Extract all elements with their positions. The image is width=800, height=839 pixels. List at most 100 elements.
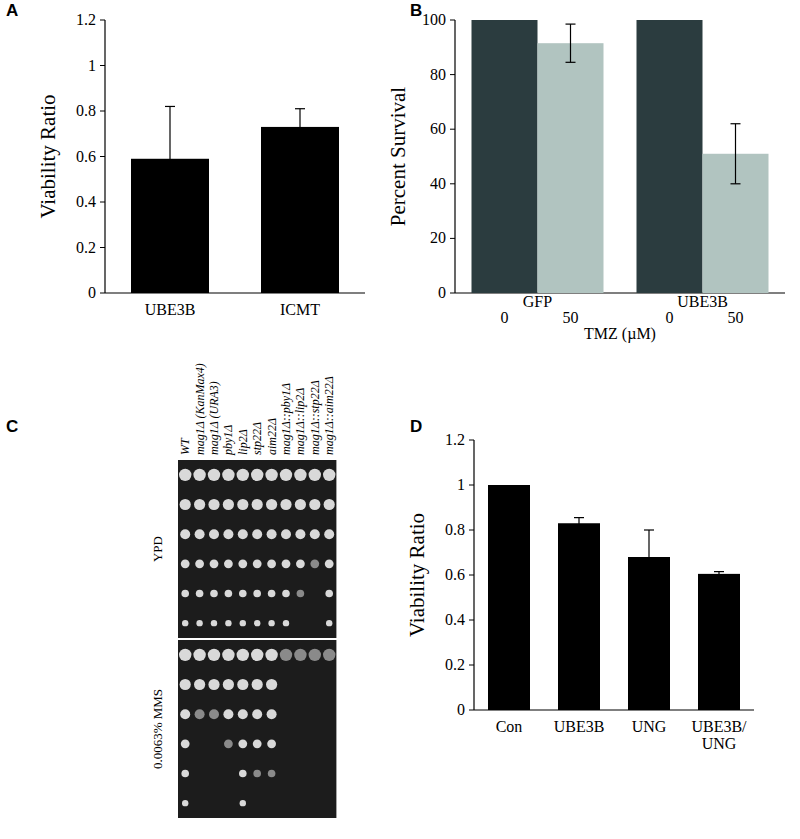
y-tick-label: 40 [430,175,446,192]
bar [261,127,339,293]
spot [211,620,217,626]
x-axis-label: TMZ (µM) [584,325,656,343]
spot [281,529,291,539]
panel-label: D [410,417,422,436]
spot [181,590,189,598]
spot [210,559,219,568]
spot [237,649,249,661]
error-bar [574,518,584,529]
spot [309,469,321,481]
y-tick [100,65,105,66]
y-tick-label: 100 [422,11,446,28]
spot [309,649,321,661]
spot [180,679,191,690]
bar [488,485,530,710]
spot [195,559,204,568]
spot [268,770,276,778]
spot [295,529,305,539]
y-axis-label: Percent Survival [386,87,410,227]
y-tick [450,129,455,130]
spot [253,770,261,778]
y-tick-label: 0 [438,284,446,301]
spot [238,559,247,568]
spot [223,529,233,539]
x-tick-label: Con [496,718,523,735]
bar [637,20,703,293]
spot [323,649,335,661]
y-tick [469,485,474,486]
y-tick-label: 0 [88,284,96,301]
plate-label: YPD [150,536,165,562]
spot [253,559,262,568]
y-tick [469,530,474,531]
error-line [718,572,719,577]
error-cap [295,108,305,109]
spot [267,709,277,719]
spot [224,739,233,748]
spot [181,770,189,778]
error-cap [566,23,576,24]
spot [295,499,306,510]
spot [195,529,205,539]
spot [283,620,289,626]
y-tick-label: 0.8 [445,521,465,538]
spot [253,739,262,748]
error-bar [566,24,576,62]
y-tick-label: 0.6 [76,148,96,165]
error-line [578,518,579,529]
spot [240,620,246,626]
spot [251,649,263,661]
spot [297,590,305,598]
spot [252,679,263,690]
y-tick-label: 1 [457,476,465,493]
error-cap [714,571,724,572]
x-tick-label: UNG [632,718,667,735]
spot [179,649,191,661]
label-line: UBE3B [677,293,728,310]
spot [179,469,191,481]
y-tick-label: 0.8 [76,102,96,119]
bar [558,523,600,710]
spot [180,709,190,719]
y-tick [469,710,474,711]
error-cap [574,517,584,518]
error-cap [644,583,654,584]
y-tick-label: 20 [430,229,446,246]
spot [222,649,234,661]
spot [324,529,334,539]
label-line: Con [496,718,523,735]
spot [267,739,276,748]
spot [208,499,219,510]
error-cap [644,529,654,530]
y-tick [100,156,105,157]
spot [193,469,205,481]
spot [224,559,233,568]
label-line: UNG [632,718,667,735]
spot [196,620,202,626]
y-tick-label: 0.4 [445,611,465,628]
bar [472,20,538,293]
y-tick-label: 0.6 [445,566,465,583]
y-tick-label: 0.4 [76,193,96,210]
spot [280,469,292,481]
spot [310,529,320,539]
spot [309,499,320,510]
label-line: ICMT [280,301,320,318]
spot [237,679,248,690]
label-line: UBE3B [145,301,196,318]
panel-label: C [6,417,18,436]
y-tick [469,620,474,621]
x-tick-label: GFP [523,293,552,310]
bars [131,127,339,293]
error-cap [714,576,724,577]
spot [265,649,277,661]
strain-label: aim22Δ [265,418,279,455]
error-line [648,530,649,584]
spot [194,679,205,690]
y-tick [450,293,455,294]
y-axis-label: Viability Ratio [405,513,429,637]
y-tick-label: 1.2 [76,11,96,28]
y-tick-label: 0.2 [445,656,465,673]
spot [181,559,190,568]
y-tick [469,575,474,576]
